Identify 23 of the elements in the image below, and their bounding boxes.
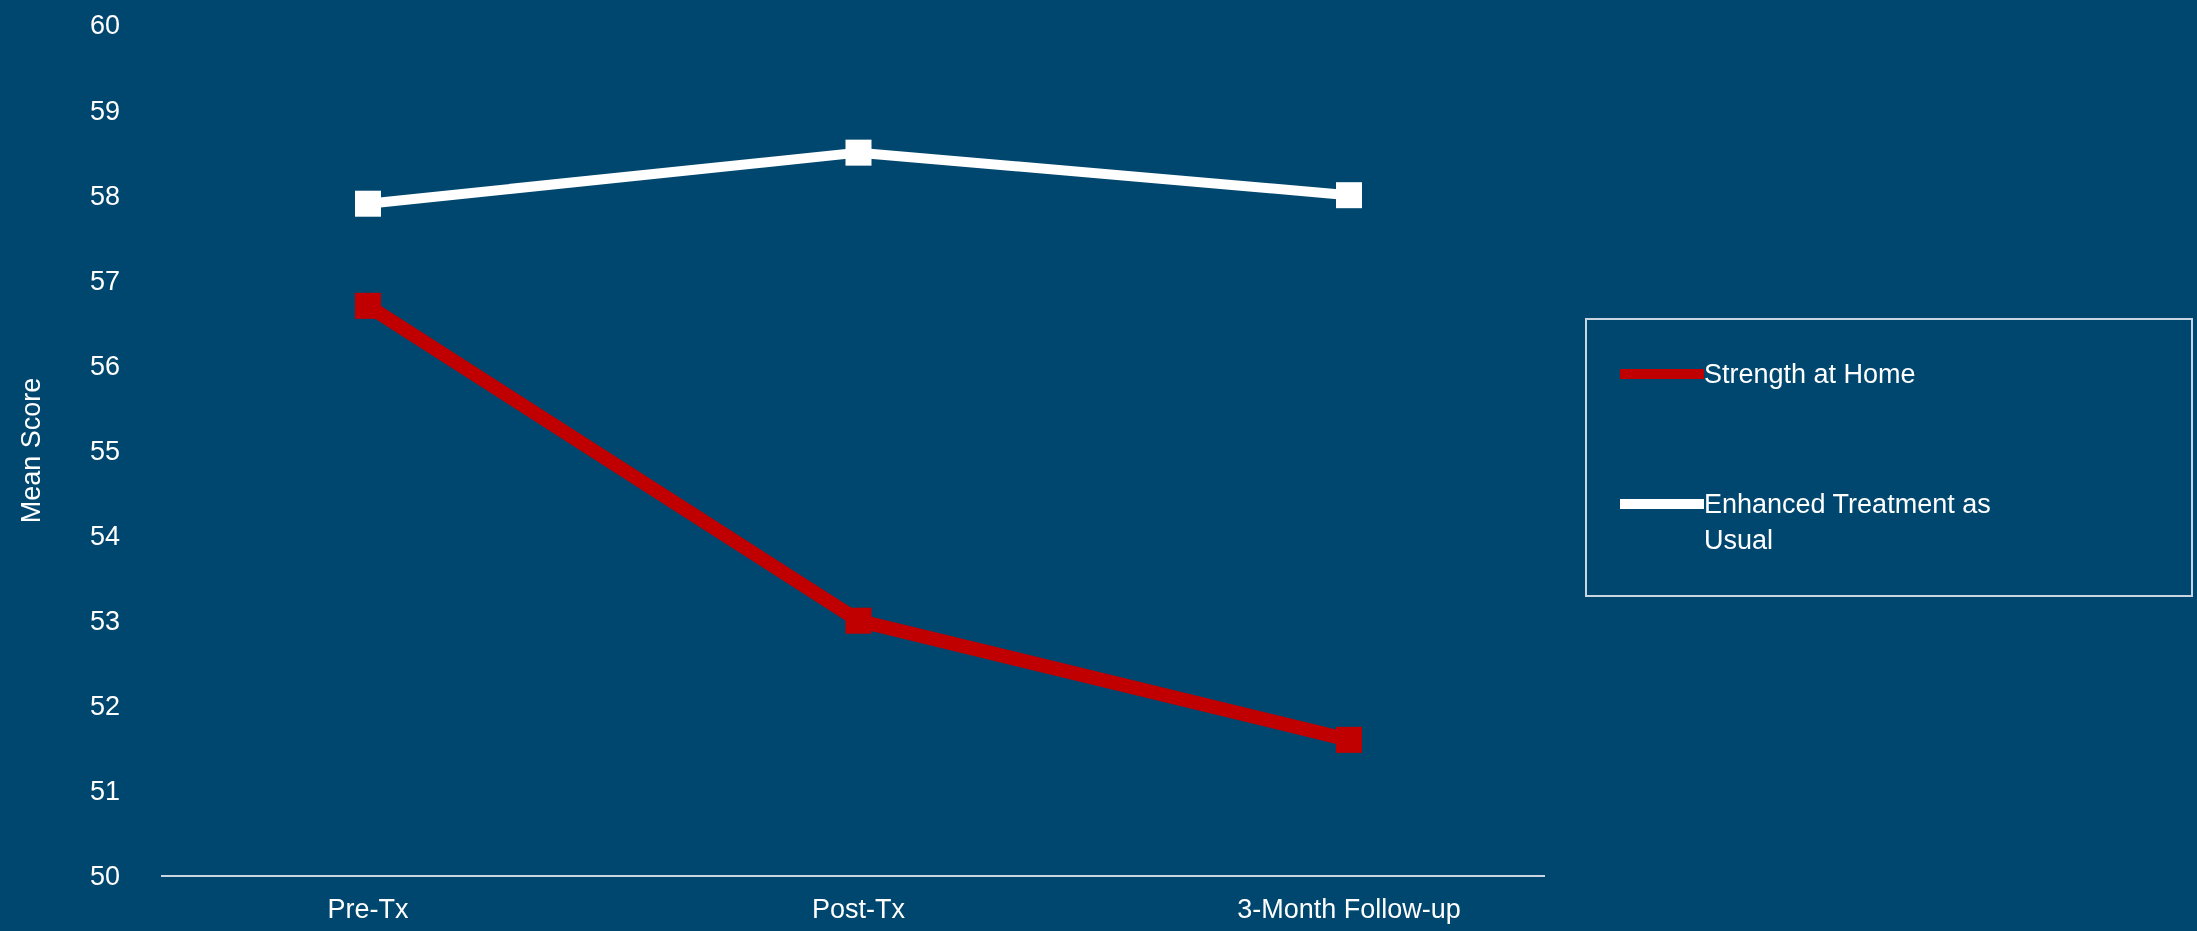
legend-label: Enhanced Treatment as Usual: [1704, 489, 1991, 555]
y-tick-label: 58: [89, 180, 120, 211]
point: [1336, 726, 1362, 753]
point: [355, 190, 381, 217]
y-tick-label: 59: [89, 95, 120, 126]
x-tick-label: 3-Month Follow-up: [1237, 894, 1461, 924]
point: [845, 607, 872, 634]
y-tick-label: 52: [89, 691, 120, 722]
y-tick-label: 57: [89, 265, 120, 296]
y-tick-label: 60: [89, 10, 120, 41]
y-tick-label: 51: [89, 776, 120, 807]
point: [355, 292, 381, 319]
point: [845, 139, 872, 166]
y-axis-title: Mean Score: [16, 377, 46, 524]
legend-label: Strength at Home: [1704, 359, 1916, 390]
y-tick-label: 53: [89, 606, 120, 637]
y-tick-label: 56: [89, 350, 120, 381]
y-tick-label: 50: [89, 861, 120, 892]
y-tick-label: 55: [89, 435, 120, 466]
x-tick-label: Pre-Tx: [327, 894, 409, 924]
x-tick-label: Post-Tx: [811, 894, 906, 924]
point: [1336, 182, 1362, 209]
y-tick-label: 54: [89, 521, 120, 552]
